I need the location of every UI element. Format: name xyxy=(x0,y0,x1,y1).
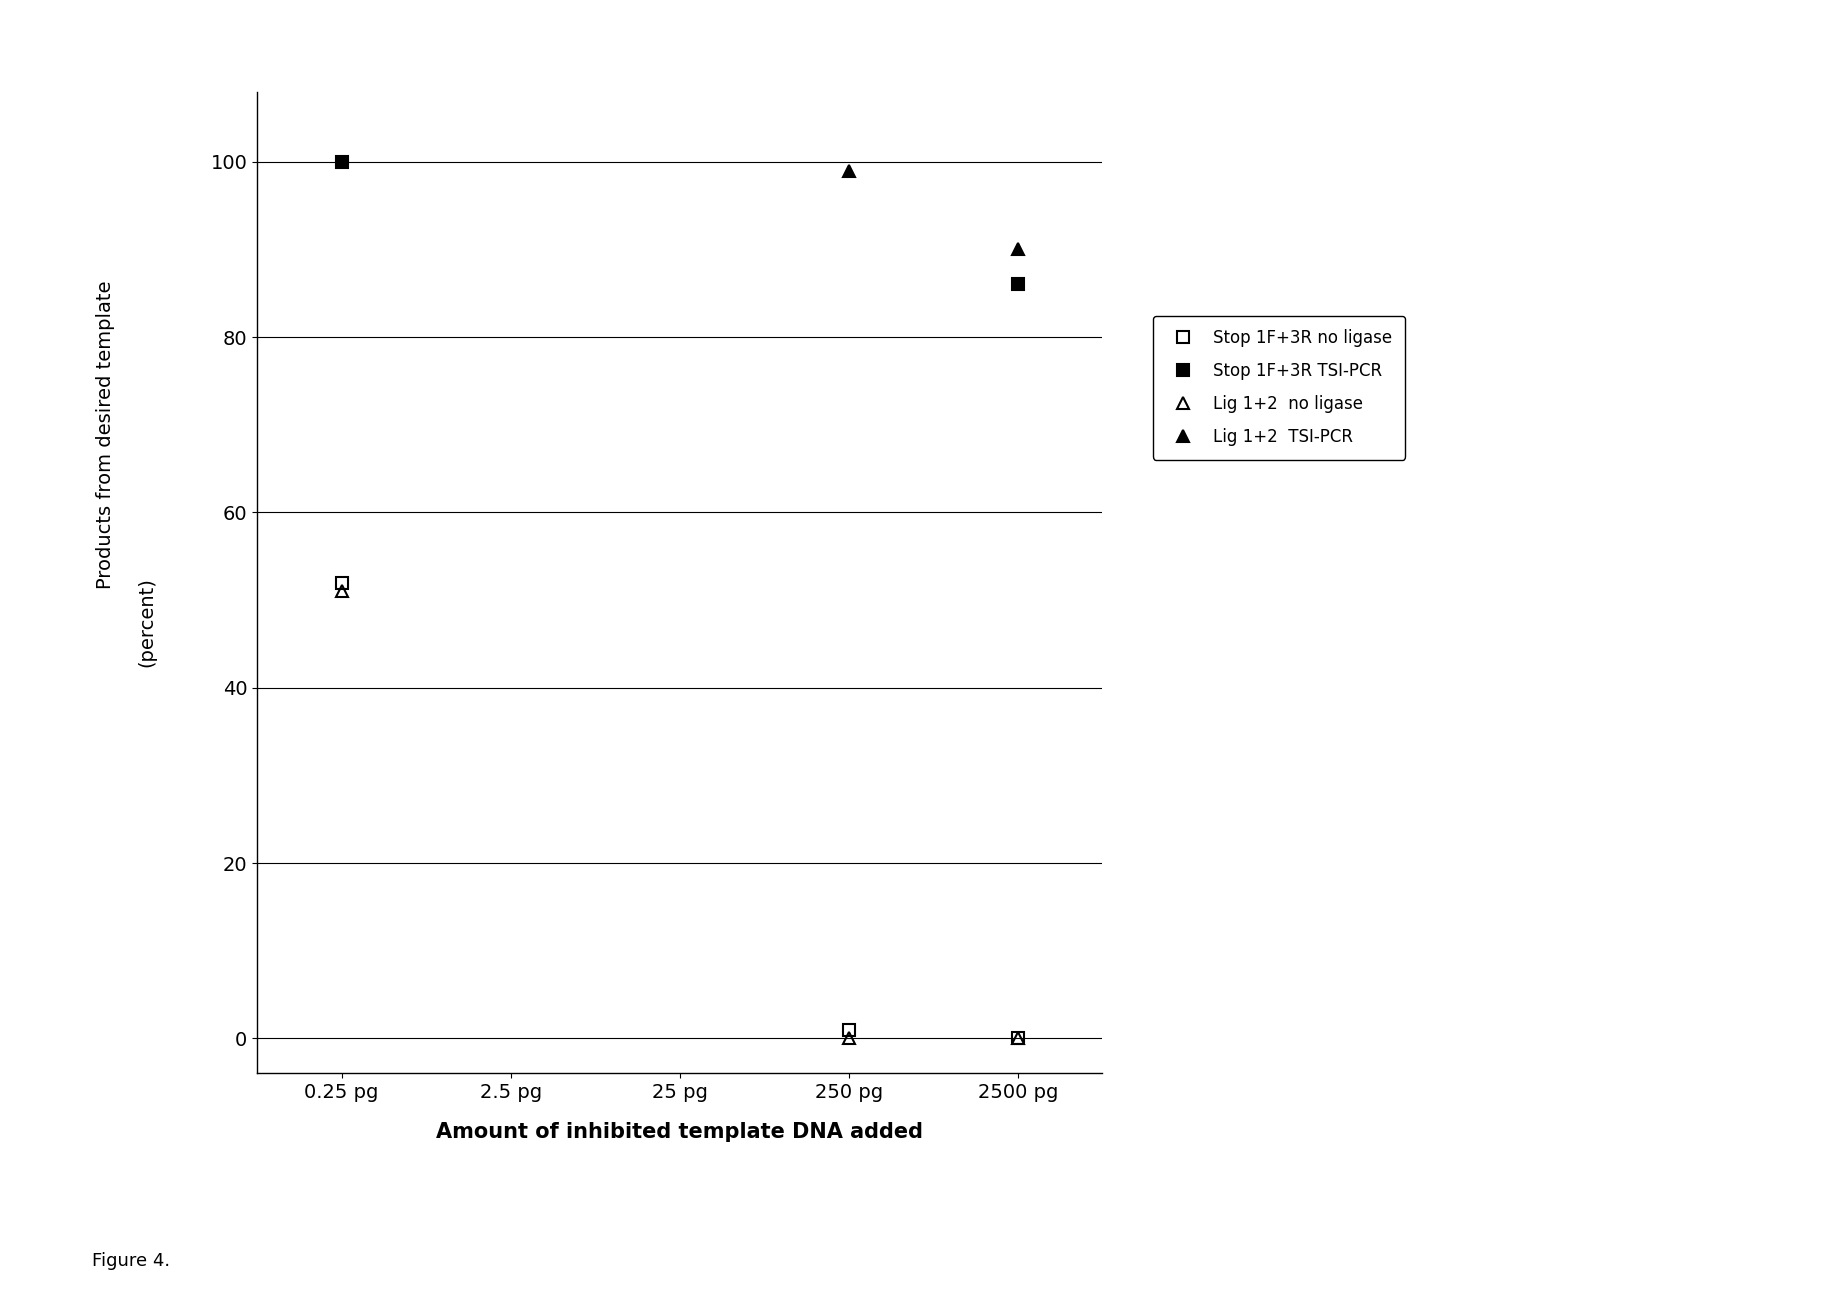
Text: (percent): (percent) xyxy=(138,577,156,666)
Legend: Stop 1F+3R no ligase, Stop 1F+3R TSI-PCR, Lig 1+2  no ligase, Lig 1+2  TSI-PCR: Stop 1F+3R no ligase, Stop 1F+3R TSI-PCR… xyxy=(1154,315,1405,459)
Text: Products from desired template: Products from desired template xyxy=(96,281,114,589)
Text: Figure 4.: Figure 4. xyxy=(92,1251,171,1270)
X-axis label: Amount of inhibited template DNA added: Amount of inhibited template DNA added xyxy=(435,1122,924,1141)
